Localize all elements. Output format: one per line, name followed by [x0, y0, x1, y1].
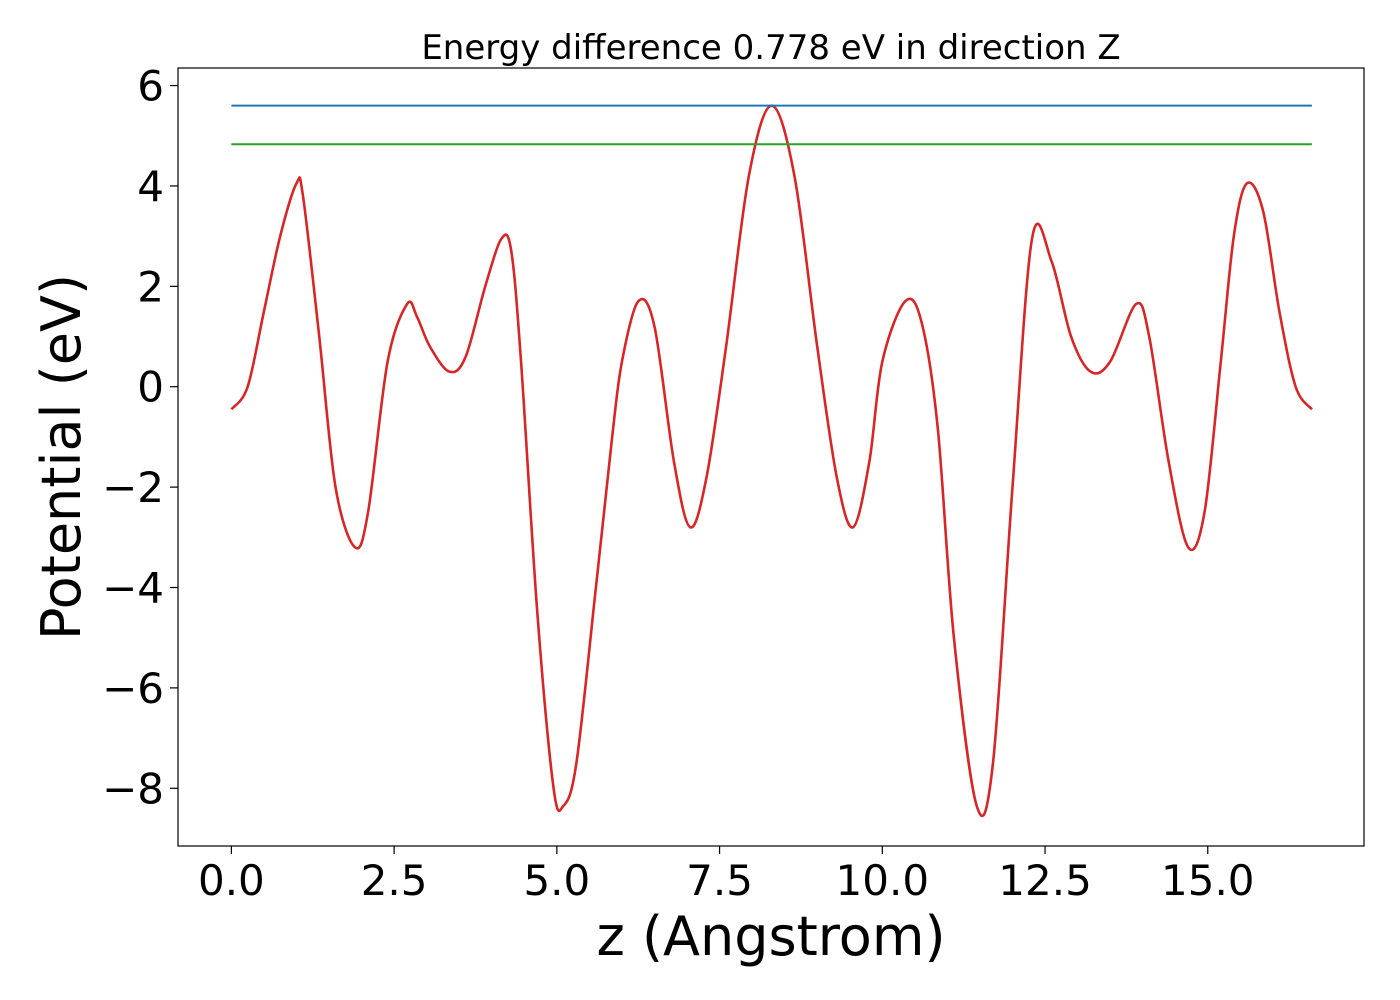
- y-tick-label: −4: [102, 564, 164, 613]
- x-tick-label: 2.5: [361, 856, 428, 905]
- x-tick-label: 5.0: [523, 856, 590, 905]
- y-tick-label: 4: [137, 162, 164, 211]
- y-tick-label: 6: [137, 62, 164, 111]
- y-tick-label: −8: [102, 764, 164, 813]
- axes-frame: [177, 67, 1365, 847]
- x-tick-label: 7.5: [686, 856, 753, 905]
- y-axis: 6 4 2 0 −2 −4 −6 −8: [102, 62, 178, 813]
- x-axis: 0.0 2.5 5.0 7.5 10.0 12.5 15.0: [198, 846, 1255, 905]
- plot-area: [230, 104, 1313, 818]
- y-tick-label: −6: [102, 664, 164, 713]
- y-tick-label: 2: [137, 262, 164, 311]
- x-tick-label: 12.5: [998, 856, 1092, 905]
- x-tick-label: 0.0: [198, 856, 265, 905]
- x-tick-label: 15.0: [1161, 856, 1255, 905]
- x-tick-label: 10.0: [836, 856, 930, 905]
- x-axis-title: z (Angstrom): [596, 905, 945, 968]
- y-axis-title: Potential (eV): [30, 274, 93, 640]
- series-line-0: [230, 104, 1313, 818]
- chart-title: Energy difference 0.778 eV in direction …: [421, 28, 1120, 68]
- y-tick-label: −2: [102, 463, 164, 512]
- y-tick-label: 0: [137, 363, 164, 412]
